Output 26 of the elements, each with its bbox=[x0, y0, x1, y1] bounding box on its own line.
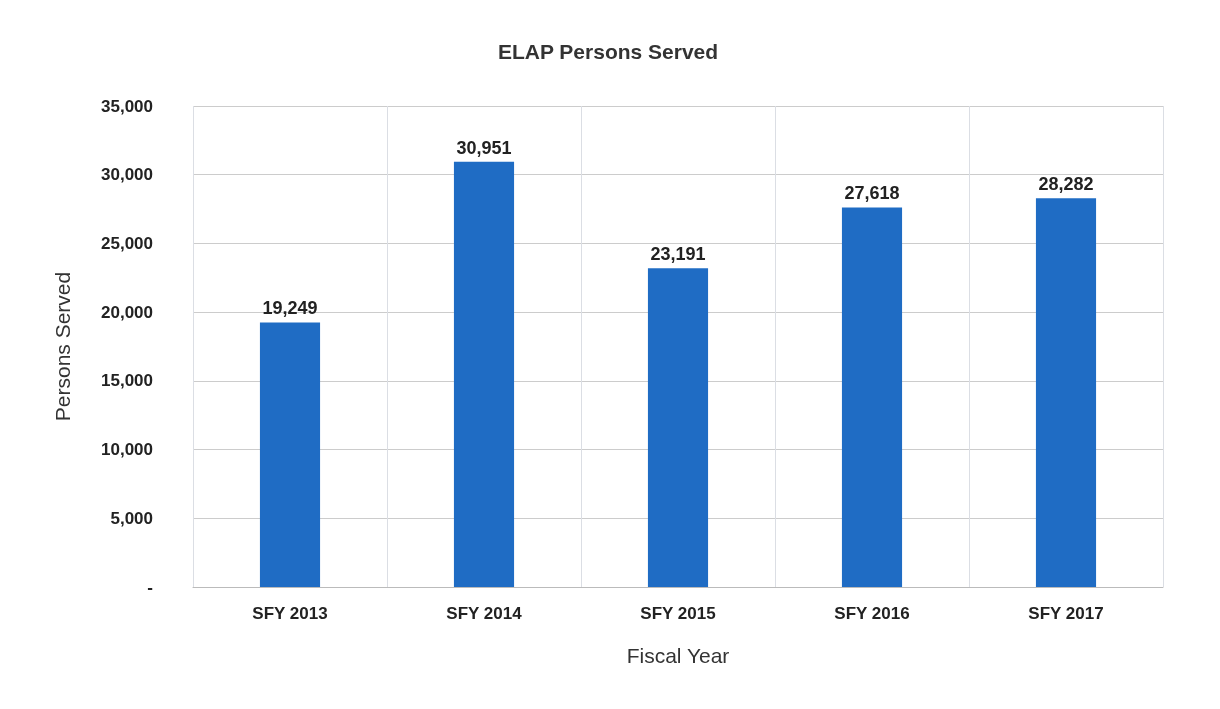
bar bbox=[841, 207, 903, 587]
x-axis-title: Fiscal Year bbox=[626, 644, 730, 667]
x-tick-label: SFY 2014 bbox=[446, 604, 523, 623]
bar bbox=[259, 322, 321, 587]
y-tick-label: 30,000 bbox=[101, 165, 153, 185]
y-tick-label: 20,000 bbox=[101, 302, 153, 322]
x-tick-label: SFY 2013 bbox=[252, 604, 328, 623]
y-tick-label: 10,000 bbox=[101, 440, 153, 460]
y-axis-title: Persons Served bbox=[51, 271, 74, 422]
data-label: 19,249 bbox=[262, 298, 318, 319]
bar bbox=[647, 268, 709, 587]
x-tick-label: SFY 2017 bbox=[1028, 604, 1104, 623]
bar bbox=[453, 161, 515, 587]
bar bbox=[1035, 198, 1097, 587]
y-tick-label: 5,000 bbox=[110, 508, 153, 528]
data-label: 23,191 bbox=[650, 244, 706, 265]
y-tick-label: 15,000 bbox=[101, 371, 153, 391]
y-tick-label: 25,000 bbox=[101, 233, 153, 253]
chart-title: ELAP Persons Served bbox=[497, 40, 719, 63]
x-tick-label: SFY 2016 bbox=[834, 604, 910, 623]
y-tick-label: - bbox=[147, 577, 153, 597]
data-label: 30,951 bbox=[456, 137, 512, 158]
data-label: 27,618 bbox=[844, 183, 900, 204]
x-tick-label: SFY 2015 bbox=[640, 604, 716, 623]
y-tick-label: 35,000 bbox=[101, 96, 153, 116]
data-label: 28,282 bbox=[1038, 174, 1094, 195]
